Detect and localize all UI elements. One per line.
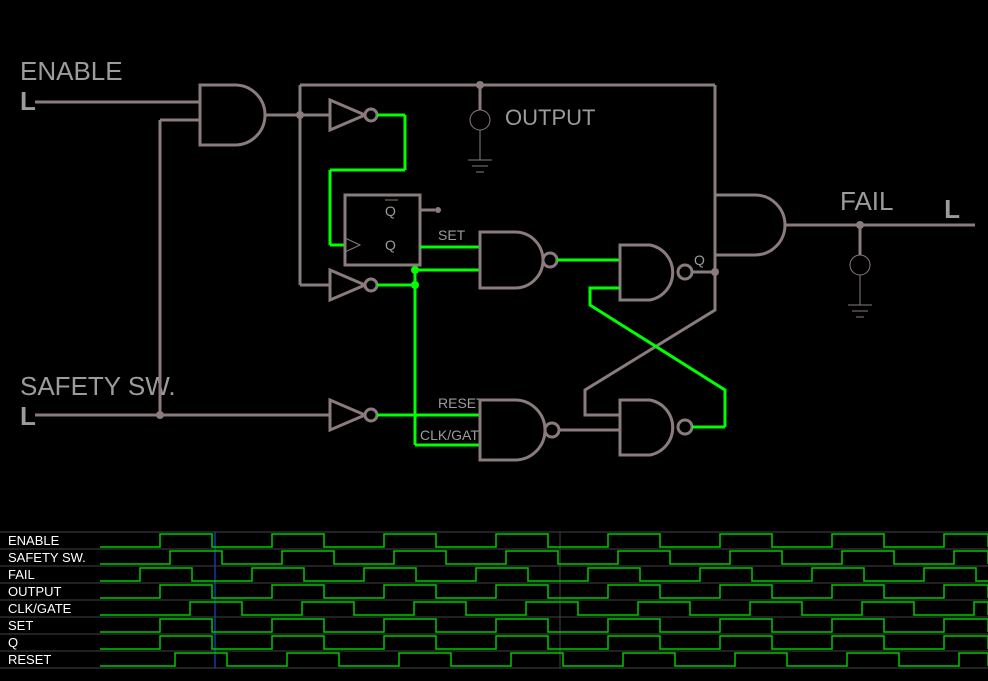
signal-label: RESET [8, 652, 51, 667]
and-gate-1 [200, 85, 265, 145]
label-fail: FAIL [840, 186, 893, 216]
and-gate-fail [715, 195, 785, 255]
label-reset: RESET [438, 395, 485, 411]
timing-diagram: ENABLE SAFETY SW. FAIL OUTPUT CLK/GATE SET Q RE… [0, 532, 988, 668]
waveform [100, 534, 988, 547]
label-enable-L: L [20, 86, 36, 116]
label-output: OUTPUT [505, 105, 595, 130]
label-safety-L: L [20, 401, 36, 431]
label-ff-q: Q [385, 237, 396, 253]
probe-fail [850, 255, 870, 275]
waveform [100, 585, 988, 598]
label-clkgate: CLK/GATE [420, 427, 488, 443]
label-qbar: Q [385, 203, 396, 219]
nand-latch-top [620, 245, 692, 300]
label-q: Q [694, 252, 705, 268]
d-flipflop: Q Q [345, 195, 420, 265]
label-safety: SAFETY SW. [20, 371, 176, 401]
junction [156, 411, 164, 419]
waveform [100, 653, 988, 666]
waveform [100, 636, 988, 649]
label-set: SET [438, 227, 466, 243]
label-enable: ENABLE [20, 56, 123, 86]
junction [435, 207, 441, 213]
signal-label: OUTPUT [8, 584, 62, 599]
waveform [100, 568, 988, 581]
signal-label: ENABLE [8, 533, 60, 548]
nand-latch-bottom [620, 400, 692, 455]
inverter-top [330, 100, 377, 130]
signal-label: SET [8, 618, 33, 633]
schematic: ENABLE L SAFETY SW. L [20, 56, 975, 460]
signal-label: CLK/GATE [8, 601, 72, 616]
label-fail-L: L [944, 194, 960, 224]
signal-label: SAFETY SW. [8, 550, 86, 565]
inverter-bottom [330, 400, 377, 430]
probe-output [470, 110, 490, 130]
signal-label: FAIL [8, 567, 35, 582]
waveform [100, 619, 988, 632]
circuit-canvas: ENABLE L SAFETY SW. L [0, 0, 988, 681]
waveform [100, 602, 988, 615]
signal-label: Q [8, 635, 18, 650]
nand-set [480, 232, 557, 288]
inverter-mid [330, 270, 377, 300]
waveform [100, 551, 988, 564]
junction [411, 266, 419, 274]
nand-reset [480, 400, 559, 460]
